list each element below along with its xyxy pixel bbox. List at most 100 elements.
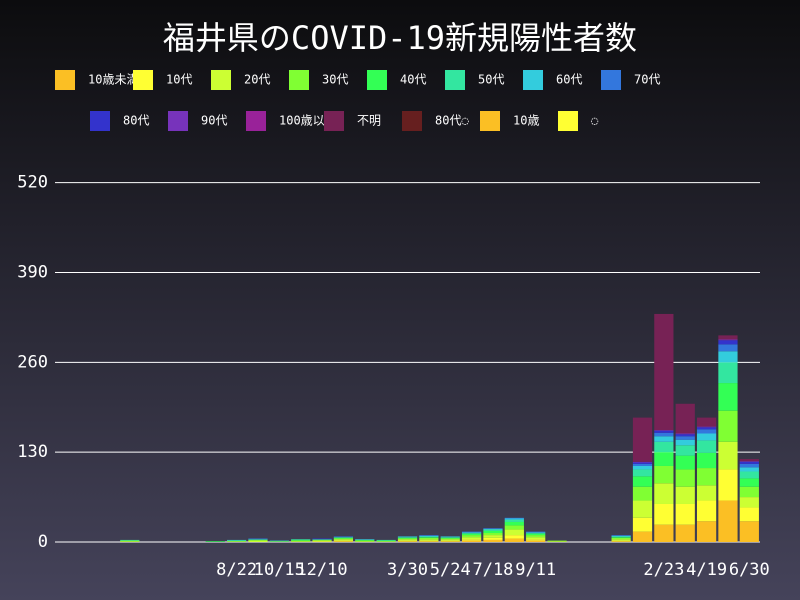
legend-swatch: [601, 70, 621, 90]
legend-swatch: [402, 111, 422, 131]
x-tick-label: 5/24: [430, 560, 471, 580]
x-tick-label: 9/11: [515, 560, 556, 580]
bar-segment: [397, 538, 418, 540]
bar-segment: [654, 483, 674, 504]
bar-segment: [419, 536, 439, 538]
bar-segment: [632, 465, 653, 470]
bar-segment: [248, 538, 268, 540]
legend-swatch: [445, 70, 465, 90]
bar-segment: [632, 476, 653, 487]
bar-segment: [269, 540, 289, 542]
bar-segment: [355, 541, 375, 542]
bar-segment: [675, 503, 695, 525]
bar-segment: [526, 540, 546, 542]
bar-segment: [226, 540, 247, 542]
bar-segment: [696, 427, 717, 430]
bar-segment: [120, 539, 140, 541]
bar-segment: [526, 535, 546, 538]
bar-segment: [654, 524, 674, 542]
bar-segment: [611, 540, 631, 542]
bar-segment: [355, 540, 375, 542]
bar-segment: [654, 436, 674, 442]
bar-segment: [654, 313, 674, 431]
legend-label: 80代◌: [435, 114, 469, 128]
bar-segment: [483, 533, 503, 536]
legend-label: 不明: [357, 114, 381, 128]
bar-segment: [654, 430, 674, 433]
legend-swatch: [523, 70, 543, 90]
bar-segment: [504, 535, 524, 539]
bar-segment: [718, 340, 738, 345]
bar-segment: [483, 529, 503, 531]
legend-label: 20代: [244, 73, 270, 87]
bar-segment: [632, 469, 653, 477]
bar-segment: [654, 441, 674, 453]
y-tick-label: 260: [17, 352, 48, 372]
bar-segment: [483, 535, 503, 538]
bar-segment: [205, 541, 225, 542]
bar-segment: [440, 536, 460, 538]
legend-swatch: [480, 111, 500, 131]
bar-segment: [675, 445, 695, 456]
bar-segment: [739, 463, 759, 468]
bar-segment: [461, 535, 482, 538]
x-tick-label: 4/19: [686, 560, 727, 580]
bar-segment: [504, 517, 524, 519]
bar-segment: [696, 433, 717, 441]
legend-label: 70代: [634, 73, 660, 87]
bar-segment: [632, 462, 653, 464]
bar-segment: [611, 535, 631, 536]
bar-segment: [461, 531, 482, 533]
bar-segment: [526, 533, 546, 534]
chart-title: 福井県のCOVID-19新規陽性者数: [163, 19, 637, 57]
bar-segment: [291, 539, 311, 541]
bar-segment: [654, 432, 674, 437]
bar-segment: [483, 528, 503, 529]
bar-segment: [333, 538, 354, 540]
bar-segment: [440, 541, 460, 542]
bar-segment: [226, 541, 247, 542]
bar-segment: [718, 383, 738, 411]
bar-segment: [333, 541, 354, 542]
bar-segment: [419, 535, 439, 536]
x-tick-label: 2/23: [643, 560, 684, 580]
bar-segment: [696, 500, 717, 522]
bar-segment: [696, 468, 717, 486]
bar-segment: [675, 439, 695, 446]
bar-segment: [397, 539, 418, 541]
bar-segment: [397, 537, 418, 538]
bar-segment: [461, 532, 482, 534]
bar-segment: [632, 517, 653, 532]
bar-segment: [696, 429, 717, 434]
bar-segment: [739, 461, 759, 464]
bar-segment: [718, 362, 738, 384]
bar-segment: [718, 339, 738, 341]
bar-segment: [675, 403, 695, 434]
bar-segment: [632, 531, 653, 542]
x-tick-label: 3/30: [387, 560, 428, 580]
bar-segment: [355, 539, 375, 541]
bar-segment: [419, 540, 439, 542]
legend-label: 100歳以上: [279, 114, 337, 128]
bar-segment: [739, 507, 759, 522]
bar-segment: [440, 538, 460, 540]
y-tick-label: 0: [38, 532, 48, 552]
bar-segment: [675, 469, 695, 487]
bar-segment: [718, 344, 738, 352]
legend-label: 30代: [322, 73, 348, 87]
bar-segment: [696, 521, 717, 542]
legend-label: 40代: [400, 73, 426, 87]
bar-segment: [611, 541, 631, 542]
bar-segment: [483, 528, 503, 530]
bar-segment: [739, 478, 759, 487]
bar-segment: [739, 461, 759, 462]
bar-segment: [419, 537, 439, 540]
x-tick-label: 12/10: [296, 560, 347, 580]
bar-segment: [718, 410, 738, 442]
bar-segment: [654, 465, 674, 484]
bar-segment: [461, 537, 482, 540]
legend-swatch: [90, 111, 110, 131]
bar-segment: [397, 541, 418, 542]
bar-segment: [696, 452, 717, 469]
